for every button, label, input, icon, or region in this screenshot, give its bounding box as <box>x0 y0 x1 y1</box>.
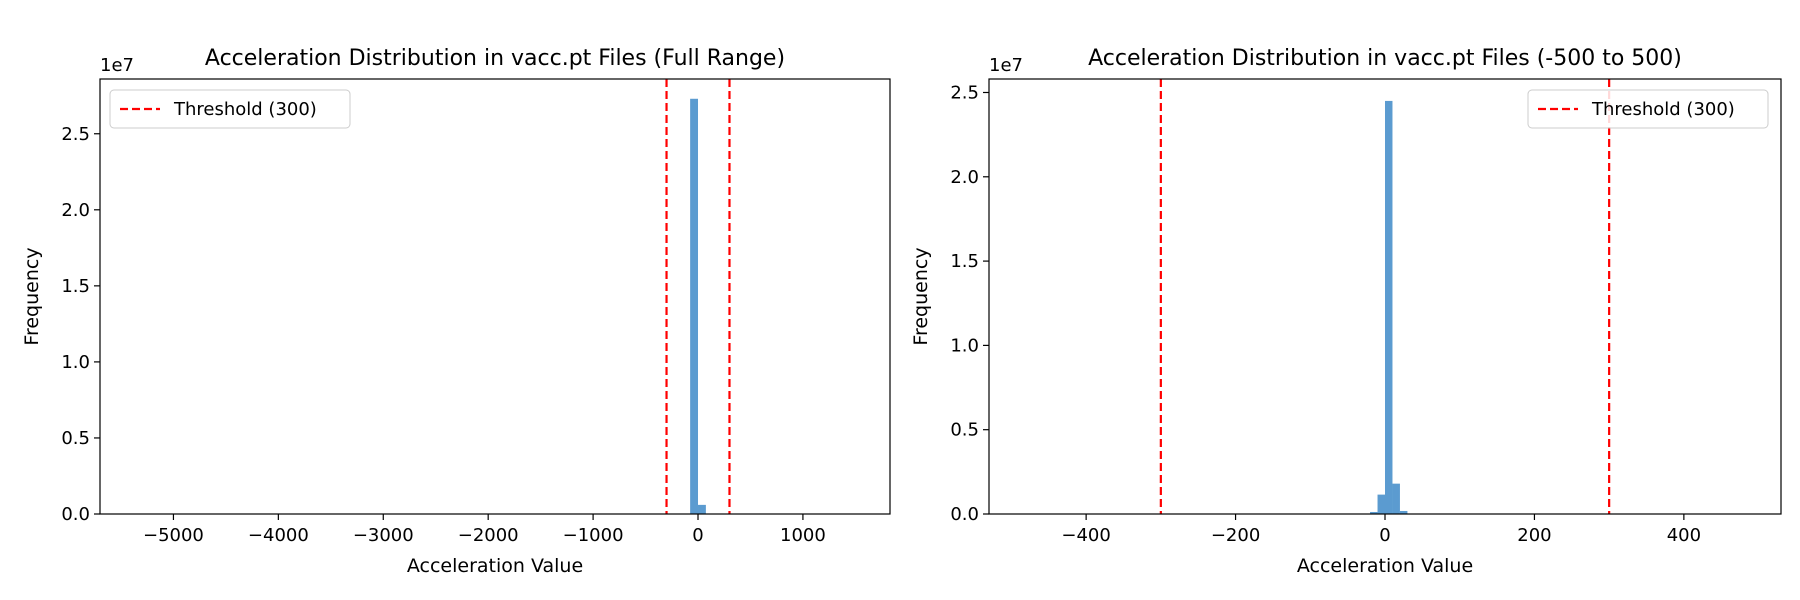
x-axis-label: Acceleration Value <box>407 555 583 577</box>
y-tick-label: 2.5 <box>61 124 90 145</box>
x-tick-label: 0 <box>692 525 703 546</box>
legend-label: Threshold (300) <box>1591 99 1735 120</box>
y-tick-label: 0.5 <box>61 428 90 449</box>
chart-title: Acceleration Distribution in vacc.pt Fil… <box>205 46 785 71</box>
plot-frame <box>99 78 891 515</box>
x-tick-label: 200 <box>1517 525 1551 546</box>
x-tick-label: 1000 <box>780 525 826 546</box>
legend: Threshold (300) <box>1527 89 1769 129</box>
x-tick-label: 400 <box>1667 525 1701 546</box>
histogram-bar <box>690 98 699 514</box>
legend-box <box>1527 89 1769 129</box>
y-tick-label: 2.0 <box>61 200 90 221</box>
chart-panel-1: −5000 −4000 −3000 −2000 −1000 0 1000 0.0 0.5 1.0 1… <box>21 46 891 577</box>
x-tick-label: −3000 <box>353 525 414 546</box>
y-offset-label: 1e7 <box>989 55 1023 76</box>
x-tick-label: 0 <box>1379 525 1390 546</box>
y-axis-label: Frequency <box>21 247 43 345</box>
chart-panel-2: −400 −200 0 200 400 0.0 0.5 1.0 1.5 2.0 2.5 1e7 Acce… <box>910 46 1782 577</box>
x-tick-label: −5000 <box>143 525 204 546</box>
y-tick-label: 1.0 <box>61 352 90 373</box>
x-axis-label: Acceleration Value <box>1297 555 1473 577</box>
histogram-bar <box>1392 483 1400 514</box>
y-tick-label: 1.5 <box>61 276 90 297</box>
y-tick-label: 1.0 <box>950 335 979 356</box>
histogram-bar <box>1370 511 1378 514</box>
x-tick-label: −1000 <box>563 525 624 546</box>
histogram-bar <box>698 504 706 514</box>
histogram-bar <box>1385 100 1393 514</box>
histogram-bar <box>1399 510 1408 514</box>
y-axis-label: Frequency <box>910 247 932 345</box>
y-tick-label: 1.5 <box>950 251 979 272</box>
y-tick-label: 0.0 <box>61 504 90 525</box>
chart-title: Acceleration Distribution in vacc.pt Fil… <box>1088 46 1682 71</box>
y-tick-label: 0.5 <box>950 420 979 441</box>
x-tick-label: −200 <box>1211 525 1260 546</box>
histogram-bar <box>1377 494 1385 514</box>
y-tick-label: 0.0 <box>950 504 979 525</box>
y-offset-label: 1e7 <box>100 55 134 76</box>
x-tick-label: −2000 <box>458 525 519 546</box>
legend-box <box>109 89 351 129</box>
x-tick-label: −4000 <box>248 525 309 546</box>
y-tick-label: 2.0 <box>950 167 979 188</box>
y-tick-label: 2.5 <box>950 82 979 103</box>
legend-label: Threshold (300) <box>173 99 317 120</box>
legend: Threshold (300) <box>109 89 351 129</box>
x-tick-label: −400 <box>1061 525 1110 546</box>
